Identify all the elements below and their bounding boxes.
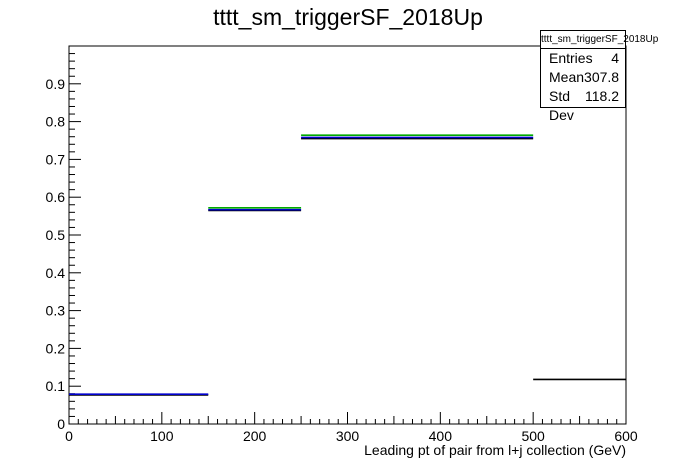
y-tick-label: 0.8	[46, 114, 66, 130]
y-tick-label: 0.9	[46, 76, 66, 92]
x-axis-label: Leading pt of pair from l+j collection (…	[364, 442, 626, 458]
stats-box: tttt_sm_triggerSF_2018Up Entries 4 Mean …	[540, 30, 658, 123]
y-tick-label: 0.6	[46, 189, 66, 205]
x-tick-label: 300	[336, 428, 360, 444]
x-tick-label: 500	[521, 428, 545, 444]
stats-label: Entries	[549, 50, 593, 66]
histogram-series	[69, 134, 626, 396]
x-tick-label: 200	[243, 428, 267, 444]
stats-row-entries: Entries 4	[541, 49, 625, 68]
x-tick-label: 100	[150, 428, 174, 444]
x-tick-label: 400	[429, 428, 453, 444]
y-axis: 0 0.1 0.2 0.3 0.4 0.5 0.6 0.7 0.8 0.9	[46, 53, 81, 432]
x-tick-label: 600	[614, 428, 638, 444]
y-tick-label: 0.2	[46, 340, 66, 356]
stats-box-title: tttt_sm_triggerSF_2018Up	[541, 31, 658, 49]
y-tick-label: 0.3	[46, 303, 66, 319]
y-tick-label: 0	[57, 416, 65, 432]
stats-value: 307.8	[584, 69, 620, 85]
x-axis: 0 100 200 300 400 500 600	[65, 412, 638, 444]
stats-row-mean: Mean 307.8	[541, 68, 625, 87]
chart-title: tttt_sm_triggerSF_2018Up	[213, 4, 483, 30]
x-tick-label: 0	[65, 428, 73, 444]
y-tick-label: 0.1	[46, 378, 66, 394]
stats-row-stddev: Std Dev 118.2	[541, 87, 625, 123]
y-tick-label: 0.4	[46, 265, 66, 281]
stats-value: 118.2	[585, 88, 619, 104]
y-tick-label: 0.7	[46, 151, 66, 167]
y-tick-label: 0.5	[46, 227, 66, 243]
stats-label: Mean	[549, 69, 585, 85]
stats-label: Std Dev	[549, 88, 574, 123]
stats-value: 4	[611, 50, 619, 66]
